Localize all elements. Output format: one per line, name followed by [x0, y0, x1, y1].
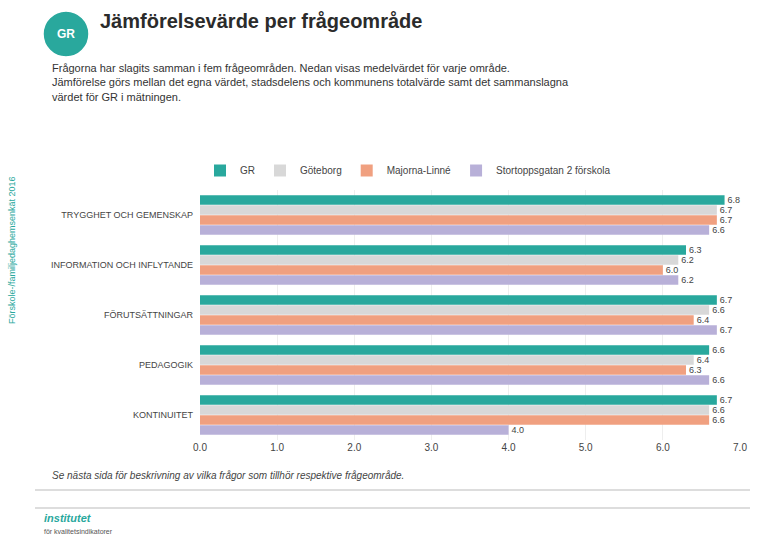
svg-text:1.0: 1.0	[270, 442, 284, 453]
svg-text:2.0: 2.0	[347, 442, 361, 453]
svg-text:6.6: 6.6	[712, 345, 725, 355]
svg-text:7.0: 7.0	[733, 442, 747, 453]
svg-text:0.0: 0.0	[193, 442, 207, 453]
svg-text:3.0: 3.0	[424, 442, 438, 453]
svg-text:6.6: 6.6	[712, 415, 725, 425]
svg-text:6.0: 6.0	[666, 265, 679, 275]
svg-text:Se nästa sida för beskrivning: Se nästa sida för beskrivning av vilka f…	[52, 470, 404, 481]
svg-text:Göteborg: Göteborg	[300, 165, 342, 176]
svg-text:6.7: 6.7	[720, 215, 733, 225]
svg-text:6.0: 6.0	[656, 442, 670, 453]
svg-text:6.3: 6.3	[689, 245, 702, 255]
svg-text:6.7: 6.7	[720, 205, 733, 215]
svg-text:KONTINUITET: KONTINUITET	[133, 410, 194, 420]
svg-text:6.7: 6.7	[720, 325, 733, 335]
svg-text:6.7: 6.7	[720, 395, 733, 405]
svg-text:6.4: 6.4	[697, 355, 710, 365]
svg-text:6.3: 6.3	[689, 365, 702, 375]
svg-text:INFORMATION OCH INFLYTANDE: INFORMATION OCH INFLYTANDE	[51, 260, 193, 270]
svg-text:Stortoppsgatan 2 förskola: Stortoppsgatan 2 förskola	[496, 165, 610, 176]
svg-text:6.2: 6.2	[681, 275, 694, 285]
svg-text:6.6: 6.6	[712, 225, 725, 235]
svg-text:5.0: 5.0	[579, 442, 593, 453]
svg-text:Frågorna har slagits samman i: Frågorna har slagits samman i fem frågeo…	[52, 62, 569, 103]
svg-text:institutet: institutet	[44, 512, 92, 524]
svg-text:Jämförelsevärde per frågeområd: Jämförelsevärde per frågeområde	[100, 10, 422, 32]
svg-text:FÖRUTSÄTTNINGAR: FÖRUTSÄTTNINGAR	[104, 310, 193, 320]
svg-text:4.0: 4.0	[502, 442, 516, 453]
svg-text:6.6: 6.6	[712, 305, 725, 315]
svg-text:för kvalitetsindikatorer: för kvalitetsindikatorer	[44, 528, 113, 535]
svg-text:6.6: 6.6	[712, 375, 725, 385]
svg-text:6.4: 6.4	[697, 315, 710, 325]
svg-text:Förskole-/familjedaghemsenkät: Förskole-/familjedaghemsenkät 2016	[7, 176, 17, 324]
svg-text:4.0: 4.0	[512, 425, 525, 435]
svg-text:6.8: 6.8	[728, 195, 741, 205]
svg-text:Majorna-Linné: Majorna-Linné	[387, 165, 451, 176]
svg-text:6.2: 6.2	[681, 255, 694, 265]
svg-text:GR: GR	[57, 27, 75, 41]
svg-text:TRYGGHET OCH GEMENSKAP: TRYGGHET OCH GEMENSKAP	[61, 210, 193, 220]
svg-text:GR: GR	[240, 165, 255, 176]
svg-text:6.7: 6.7	[720, 295, 733, 305]
svg-text:6.6: 6.6	[712, 405, 725, 415]
svg-text:PEDAGOGIK: PEDAGOGIK	[139, 360, 193, 370]
